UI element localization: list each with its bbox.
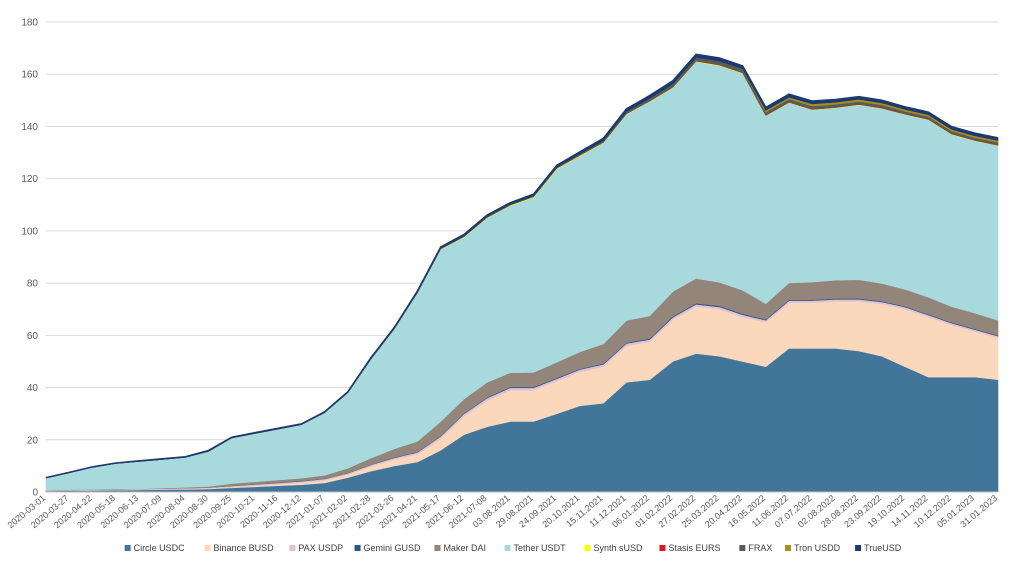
y-tick-label: 80	[27, 279, 39, 290]
legend-swatch	[504, 545, 511, 551]
legend-swatch	[204, 545, 211, 551]
legend-swatch	[124, 545, 131, 551]
legend-label: FRAX	[748, 543, 772, 553]
y-tick-label: 40	[27, 383, 39, 394]
legend-swatch	[434, 545, 441, 551]
legend-label: TrueUSD	[864, 543, 902, 553]
y-tick-label: 140	[21, 122, 38, 133]
legend-swatch	[584, 545, 591, 551]
total-outline	[45, 53, 999, 479]
legend-label: Tether USDT	[514, 543, 567, 553]
legend-swatch	[659, 545, 666, 551]
legend-label: PAX USDP	[298, 543, 343, 553]
legend-swatch	[289, 545, 296, 551]
legend-label: Stasis EURS	[668, 543, 720, 553]
legend-label: Maker DAI	[443, 543, 486, 553]
legend-label: Tron USDD	[794, 543, 841, 553]
y-tick-label: 20	[27, 435, 39, 446]
legend-label: Circle USDC	[134, 543, 186, 553]
y-tick-label: 180	[21, 18, 38, 29]
y-tick-label: 120	[21, 174, 38, 185]
y-tick-label: 160	[21, 70, 38, 81]
series-areas	[45, 53, 999, 493]
y-tick-label: 100	[21, 226, 38, 237]
legend-swatch	[855, 545, 862, 551]
legend-label: Binance BUSD	[214, 543, 275, 553]
legend-swatch	[354, 545, 361, 551]
legend: Circle USDC Binance BUSD PAX USDP Gemini GU…	[124, 543, 902, 553]
legend-swatch	[784, 545, 791, 551]
legend-swatch	[739, 545, 746, 551]
y-tick-label: 0	[32, 488, 38, 499]
y-tick-label: 60	[27, 331, 39, 342]
x-axis: 2020-03-012020-03-272020-04-222020-05-18…	[6, 493, 1000, 530]
y-axis: 0 20 40 60 80 100 120 140 160 180	[21, 18, 998, 499]
legend-label: Gemini GUSD	[364, 543, 422, 553]
legend-label: Synth sUSD	[593, 543, 643, 553]
